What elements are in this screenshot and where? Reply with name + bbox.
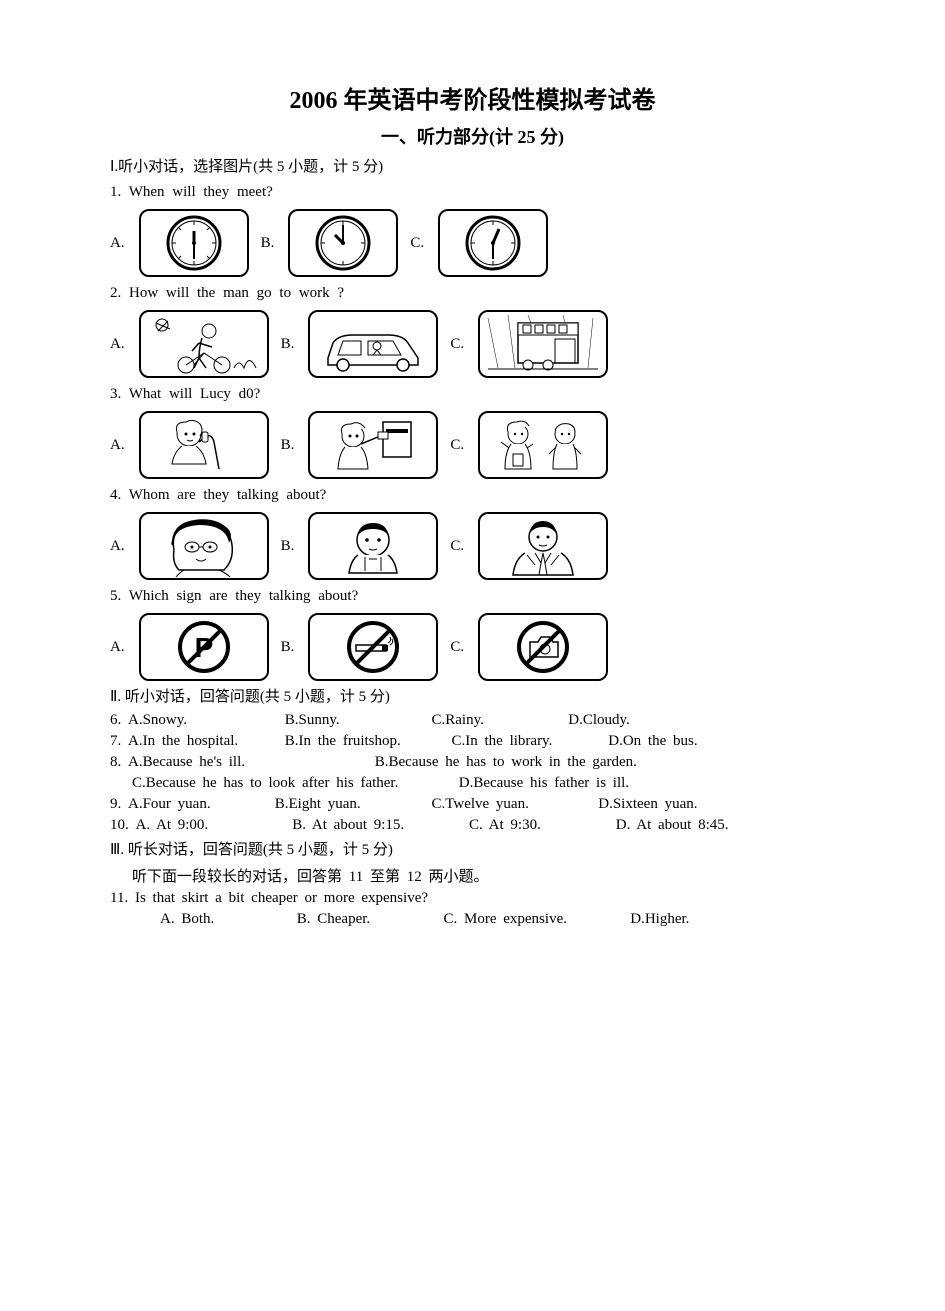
q4-options: A. B. C. <box>110 512 835 580</box>
q4-image-c <box>478 512 608 580</box>
q11-c: C. More expensive. <box>444 911 624 928</box>
q8-c: C.Because he has to look after his fathe… <box>132 775 452 792</box>
q5-image-a: P <box>139 613 269 681</box>
q2-image-c <box>478 310 608 378</box>
q2-label-b: B. <box>281 336 295 353</box>
q3-image-a <box>139 411 269 479</box>
q8-num: 8. <box>110 754 121 770</box>
clock-icon <box>164 213 224 273</box>
q8-line2: C.Because he has to look after his fathe… <box>110 775 835 792</box>
boy-icon <box>313 515 433 577</box>
q5-label-a: A. <box>110 639 125 656</box>
q1-label-b: B. <box>261 235 275 252</box>
q9-d: D.Sixteen yuan. <box>598 796 697 812</box>
section2-header: Ⅱ. 听小对话，回答问题(共 5 小题，计 5 分) <box>110 685 835 706</box>
q6: 6. A.Snowy. B.Sunny. C.Rainy. D.Cloudy. <box>110 712 835 729</box>
q7: 7. A.In the hospital. B.In the fruitshop… <box>110 733 835 750</box>
q10-d: D. At about 8:45. <box>616 817 729 833</box>
q6-b: B.Sunny. <box>285 712 425 729</box>
section3-instr: 听下面一段较长的对话，回答第 11 至第 12 两小题。 <box>110 865 835 886</box>
q6-num: 6. <box>110 712 121 728</box>
section1-header: Ⅰ.听小对话，选择图片(共 5 小题，计 5 分) <box>110 155 835 176</box>
q4-label-a: A. <box>110 538 125 555</box>
no-parking-icon: P <box>169 617 239 677</box>
clock-icon <box>463 213 523 273</box>
q5-image-b <box>308 613 438 681</box>
q7-d: D.On the bus. <box>608 733 697 749</box>
girl-phone-icon <box>144 414 264 476</box>
q3-label-a: A. <box>110 437 125 454</box>
q10: 10. A. At 9:00. B. At about 9:15. C. At … <box>110 817 835 834</box>
q4-label-c: C. <box>450 538 464 555</box>
q3-text: 3. What will Lucy d0? <box>110 386 835 403</box>
q2-options: A. B. C. <box>110 310 835 378</box>
q5-image-c <box>478 613 608 681</box>
q11-b: B. Cheaper. <box>297 911 437 928</box>
q1-label-a: A. <box>110 235 125 252</box>
q1-label-c: C. <box>410 235 424 252</box>
bicycle-icon <box>144 313 264 375</box>
q7-c: C.In the library. <box>452 733 602 750</box>
q11-options: A. Both. B. Cheaper. C. More expensive. … <box>110 911 835 928</box>
girl-boy-icon <box>483 414 603 476</box>
q8-a: A.Because he's ill. <box>128 754 368 771</box>
q9-num: 9. <box>110 796 121 812</box>
q9-b: B.Eight yuan. <box>275 796 425 813</box>
q3-options: A. B. C. <box>110 411 835 479</box>
q8-d: D.Because his father is ill. <box>459 775 629 791</box>
page-subtitle: 一、听力部分(计 25 分) <box>110 123 835 149</box>
q5-label-b: B. <box>281 639 295 656</box>
q3-image-b <box>308 411 438 479</box>
q10-c: C. At 9:30. <box>469 817 609 834</box>
q11-d: D.Higher. <box>630 911 689 927</box>
q3-label-c: C. <box>450 437 464 454</box>
woman-glasses-icon <box>144 515 264 577</box>
q5-options: A. P B. C. <box>110 613 835 681</box>
q3-image-c <box>478 411 608 479</box>
q6-c: C.Rainy. <box>432 712 562 729</box>
q6-d: D.Cloudy. <box>568 712 630 728</box>
q7-num: 7. <box>110 733 121 749</box>
page-title: 2006 年英语中考阶段性模拟考试卷 <box>110 80 835 115</box>
q2-label-a: A. <box>110 336 125 353</box>
q5-label-c: C. <box>450 639 464 656</box>
q11-a: A. Both. <box>160 911 290 928</box>
no-camera-icon <box>508 617 578 677</box>
q2-text: 2. How will the man go to work ? <box>110 285 835 302</box>
bus-icon <box>483 313 603 375</box>
clock-icon <box>313 213 373 273</box>
q10-num: 10. <box>110 817 129 833</box>
car-icon <box>313 313 433 375</box>
q8-line1: 8. A.Because he's ill. B.Because he has … <box>110 754 835 771</box>
q4-text: 4. Whom are they talking about? <box>110 487 835 504</box>
q1-text: 1. When will they meet? <box>110 184 835 201</box>
no-smoking-icon <box>338 617 408 677</box>
man-suit-icon <box>483 515 603 577</box>
q11-text: 11. Is that skirt a bit cheaper or more … <box>110 890 835 907</box>
q10-a: A. At 9:00. <box>136 817 286 834</box>
q7-b: B.In the fruitshop. <box>285 733 445 750</box>
q9-c: C.Twelve yuan. <box>432 796 592 813</box>
q2-label-c: C. <box>450 336 464 353</box>
section3-header: Ⅲ. 听长对话，回答问题(共 5 小题，计 5 分) <box>110 838 835 859</box>
q9: 9. A.Four yuan. B.Eight yuan. C.Twelve y… <box>110 796 835 813</box>
q7-a: A.In the hospital. <box>128 733 278 750</box>
q4-label-b: B. <box>281 538 295 555</box>
q5-text: 5. Which sign are they talking about? <box>110 588 835 605</box>
q9-a: A.Four yuan. <box>128 796 268 813</box>
q1-image-a <box>139 209 249 277</box>
q8-b: B.Because he has to work in the garden. <box>375 754 637 770</box>
q10-b: B. At about 9:15. <box>292 817 462 834</box>
q6-a: A.Snowy. <box>128 712 278 729</box>
q2-image-b <box>308 310 438 378</box>
q1-image-c <box>438 209 548 277</box>
q3-label-b: B. <box>281 437 295 454</box>
q1-image-b <box>288 209 398 277</box>
q4-image-a <box>139 512 269 580</box>
q4-image-b <box>308 512 438 580</box>
q1-options: A. B. C. <box>110 209 835 277</box>
girl-mail-icon <box>313 414 433 476</box>
q2-image-a <box>139 310 269 378</box>
